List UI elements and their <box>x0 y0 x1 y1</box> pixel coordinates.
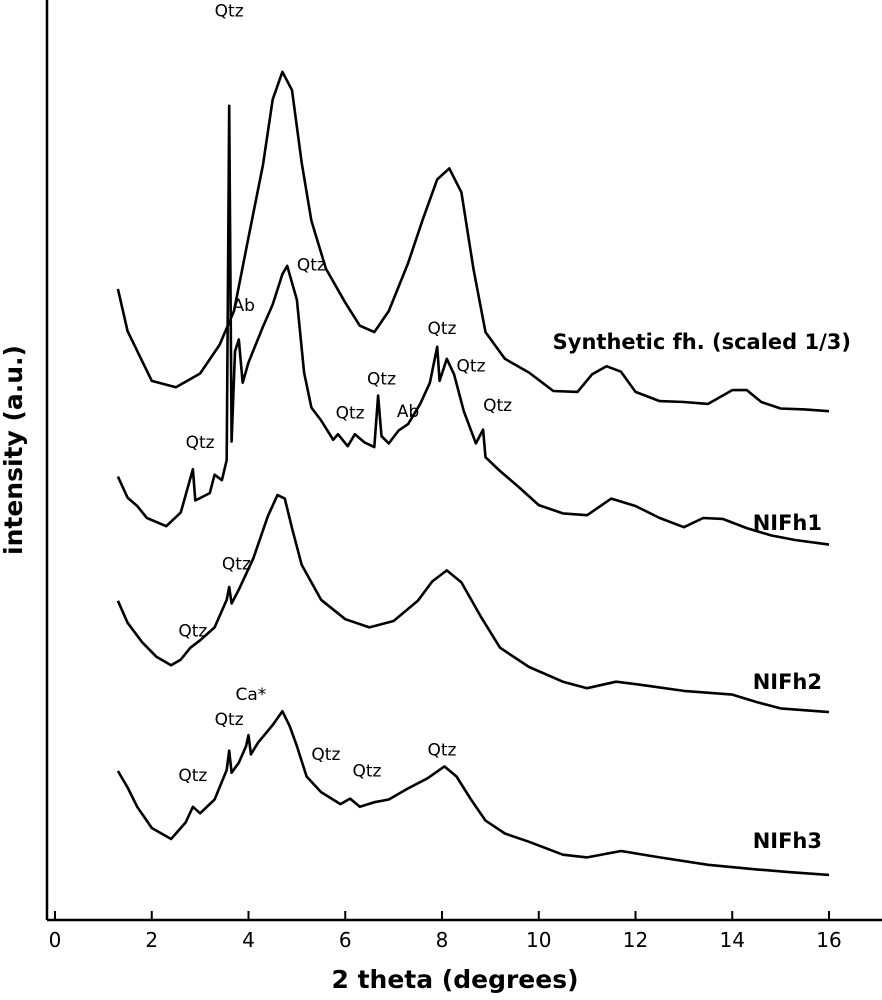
x-ticks: 0 2 4 6 8 10 12 14 16 <box>49 911 842 952</box>
x-tick-label: 16 <box>816 928 841 952</box>
x-tick-label: 14 <box>720 928 745 952</box>
y-axis-title: intensity (a.u.) <box>0 345 28 555</box>
peak-annotation: Ca* <box>236 685 267 705</box>
series-label-1: Synthetic fh. (scaled 1/3) <box>553 330 851 354</box>
peak-annotation: Qtz <box>336 404 365 424</box>
x-tick-label: 2 <box>145 928 158 952</box>
peak-annotation: Ab <box>232 296 254 316</box>
x-tick-label: 0 <box>49 928 62 952</box>
peak-annotation: Qtz <box>178 622 207 642</box>
peak-annotation: Qtz <box>428 740 457 760</box>
peak-annotation: Qtz <box>457 357 486 377</box>
peak-annotation: Qtz <box>215 710 244 730</box>
series-line-1 <box>116 70 830 413</box>
x-tick-label: 12 <box>623 928 648 952</box>
series-label-4: NIFh3 <box>753 829 822 853</box>
x-tick-label: 10 <box>526 928 551 952</box>
peak-annotation: Qtz <box>178 766 207 786</box>
series-line-3 <box>116 493 830 714</box>
series-label-3: NIFh2 <box>753 670 822 694</box>
x-tick-label: 6 <box>339 928 352 952</box>
peak-annotation: Ab <box>397 402 419 422</box>
peak-annotation: Qtz <box>353 761 382 781</box>
x-tick-label: 8 <box>436 928 449 952</box>
x-axis-title: 2 theta (degrees) <box>331 965 578 994</box>
peak-annotation: Qtz <box>367 370 396 390</box>
series-line-2 <box>116 104 830 546</box>
peak-annotation: Qtz <box>428 319 457 339</box>
plot-axes <box>45 0 882 922</box>
series-labels: Synthetic fh. (scaled 1/3) NIFh1 NIFh2 NIFh… <box>553 330 851 853</box>
peak-annotation: Qtz <box>311 745 340 765</box>
peak-annotation: Qtz <box>186 433 215 453</box>
peak-annotation: Qtz <box>222 554 251 574</box>
series-traces <box>116 70 830 877</box>
peak-annotation: Qtz <box>297 255 326 275</box>
x-tick-label: 4 <box>242 928 255 952</box>
series-label-2: NIFh1 <box>753 511 822 535</box>
peak-annotation: Qtz <box>483 396 512 416</box>
peak-annotation: Qtz <box>215 2 244 22</box>
series-line-4 <box>116 709 830 877</box>
